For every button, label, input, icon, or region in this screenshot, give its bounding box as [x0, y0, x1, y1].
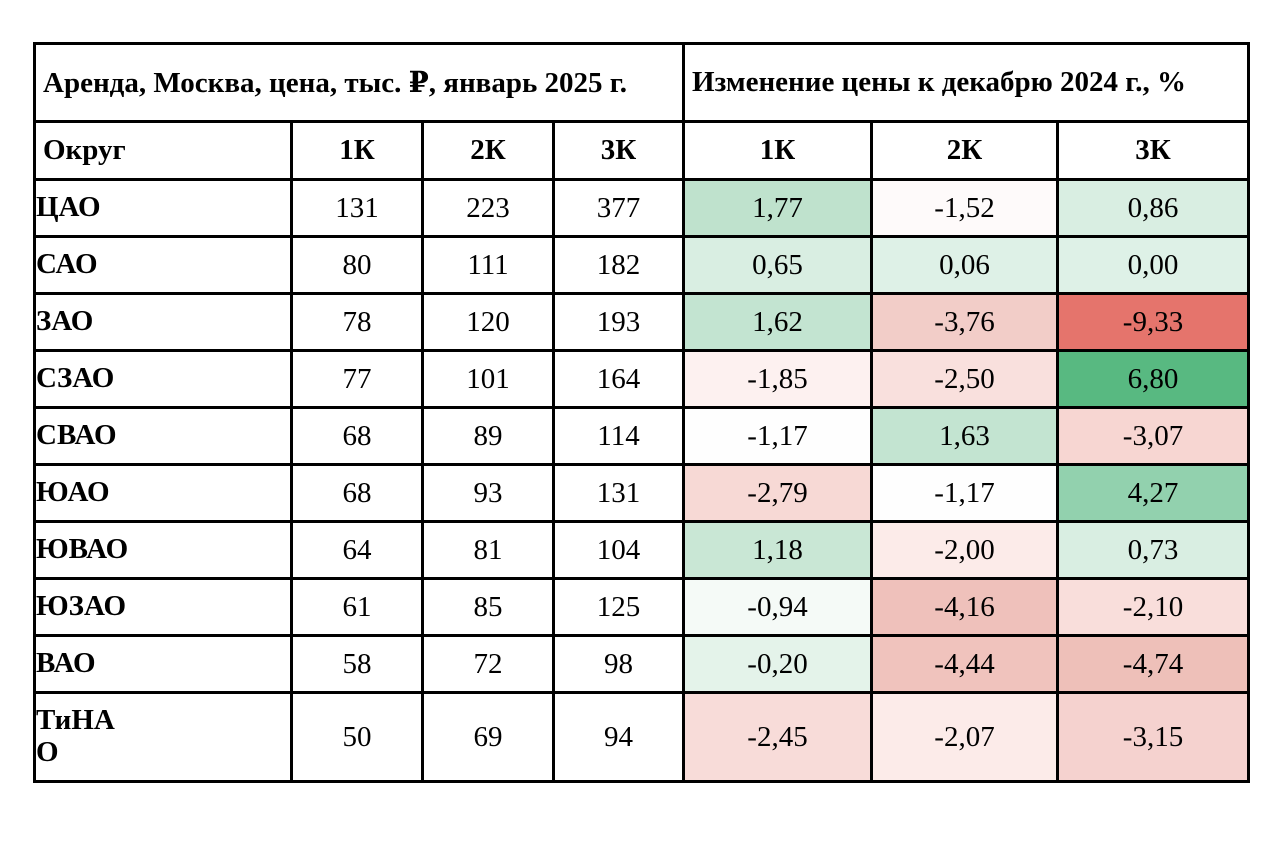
change-cell: -0,20	[682, 634, 874, 694]
column-header-price-3К: 3К	[551, 120, 686, 181]
price-cell: 50	[290, 691, 424, 783]
change-cell: -4,16	[870, 577, 1060, 637]
change-cell: -2,50	[870, 349, 1060, 409]
price-cell: 81	[421, 520, 555, 580]
district-name: СВАО	[33, 406, 293, 466]
table-row: ЦАО 131 223 377 1,77 -1,52 0,86	[33, 178, 1251, 238]
price-cell: 120	[421, 292, 555, 352]
column-header-change-1К: 1К	[682, 120, 874, 181]
table-row: СЗАО 77 101 164 -1,85 -2,50 6,80	[33, 349, 1251, 409]
change-cell: 1,18	[682, 520, 874, 580]
price-cell: 101	[421, 349, 555, 409]
price-cell: 98	[551, 634, 686, 694]
district-name: САО	[33, 235, 293, 295]
column-header-change-3К: 3К	[1056, 120, 1251, 181]
change-cell: 1,77	[682, 178, 874, 238]
price-cell: 72	[421, 634, 555, 694]
table-row: ЗАО 78 120 193 1,62 -3,76 -9,33	[33, 292, 1251, 352]
district-name: СЗАО	[33, 349, 293, 409]
change-cell: -9,33	[1056, 292, 1251, 352]
change-cell: -3,76	[870, 292, 1060, 352]
district-name: ТиНА О	[33, 691, 293, 783]
price-cell: 377	[551, 178, 686, 238]
column-header-district: Округ	[33, 120, 293, 181]
price-cell: 94	[551, 691, 686, 783]
change-cell: 1,63	[870, 406, 1060, 466]
price-cell: 77	[290, 349, 424, 409]
district-name: ЮВАО	[33, 520, 293, 580]
change-cell: -3,07	[1056, 406, 1251, 466]
price-cell: 125	[551, 577, 686, 637]
change-cell: 0,00	[1056, 235, 1251, 295]
change-cell: 6,80	[1056, 349, 1251, 409]
change-cell: -2,00	[870, 520, 1060, 580]
rent-price-table: Аренда, Москва, цена, тыс. ₽, январь 202…	[32, 42, 1251, 783]
price-cell: 69	[421, 691, 555, 783]
change-cell: 4,27	[1056, 463, 1251, 523]
change-cell: -4,44	[870, 634, 1060, 694]
table-row: ВАО 58 72 98 -0,20 -4,44 -4,74	[33, 634, 1251, 694]
price-cell: 114	[551, 406, 686, 466]
table-row: ТиНА О 50 69 94 -2,45 -2,07 -3,15	[33, 691, 1251, 783]
district-name: ВАО	[33, 634, 293, 694]
change-cell: 0,86	[1056, 178, 1251, 238]
price-cell: 131	[551, 463, 686, 523]
price-cell: 80	[290, 235, 424, 295]
change-cell: -0,94	[682, 577, 874, 637]
price-cell: 131	[290, 178, 424, 238]
table-row: СВАО 68 89 114 -1,17 1,63 -3,07	[33, 406, 1251, 466]
column-header-price-1К: 1К	[290, 120, 424, 181]
table-row: ЮЗАО 61 85 125 -0,94 -4,16 -2,10	[33, 577, 1251, 637]
district-name: ЮАО	[33, 463, 293, 523]
price-cell: 111	[421, 235, 555, 295]
change-cell: -1,17	[870, 463, 1060, 523]
change-cell: -2,07	[870, 691, 1060, 783]
section-title-changes: Изменение цены к декабрю 2024 г., %	[682, 42, 1251, 123]
change-cell: 0,65	[682, 235, 874, 295]
change-cell: -3,15	[1056, 691, 1251, 783]
price-cell: 223	[421, 178, 555, 238]
price-cell: 182	[551, 235, 686, 295]
price-cell: 193	[551, 292, 686, 352]
column-header-price-2К: 2К	[421, 120, 555, 181]
price-cell: 68	[290, 463, 424, 523]
change-cell: 0,73	[1056, 520, 1251, 580]
change-cell: -2,79	[682, 463, 874, 523]
column-header-change-2К: 2К	[870, 120, 1060, 181]
price-cell: 89	[421, 406, 555, 466]
price-cell: 68	[290, 406, 424, 466]
district-name: ЮЗАО	[33, 577, 293, 637]
price-cell: 58	[290, 634, 424, 694]
section-header-row: Аренда, Москва, цена, тыс. ₽, январь 202…	[32, 42, 1251, 123]
table-row: САО 80 111 182 0,65 0,06 0,00	[33, 235, 1251, 295]
change-cell: 1,62	[682, 292, 874, 352]
table-row: ЮВАО 64 81 104 1,18 -2,00 0,73	[33, 520, 1251, 580]
price-cell: 61	[290, 577, 424, 637]
change-cell: -4,74	[1056, 634, 1251, 694]
table-row: ЮАО 68 93 131 -2,79 -1,17 4,27	[33, 463, 1251, 523]
change-cell: -2,10	[1056, 577, 1251, 637]
change-cell: -2,45	[682, 691, 874, 783]
change-cell: -1,17	[682, 406, 874, 466]
price-cell: 64	[290, 520, 424, 580]
change-cell: -1,52	[870, 178, 1060, 238]
change-cell: -1,85	[682, 349, 874, 409]
column-header-row: Округ 1К 2К 3К 1К 2К 3К	[33, 120, 1251, 181]
price-cell: 104	[551, 520, 686, 580]
price-cell: 85	[421, 577, 555, 637]
price-cell: 164	[551, 349, 686, 409]
section-title-prices: Аренда, Москва, цена, тыс. ₽, январь 202…	[32, 42, 686, 123]
price-cell: 78	[290, 292, 424, 352]
price-cell: 93	[421, 463, 555, 523]
district-name: ЗАО	[33, 292, 293, 352]
change-cell: 0,06	[870, 235, 1060, 295]
district-name: ЦАО	[33, 178, 293, 238]
